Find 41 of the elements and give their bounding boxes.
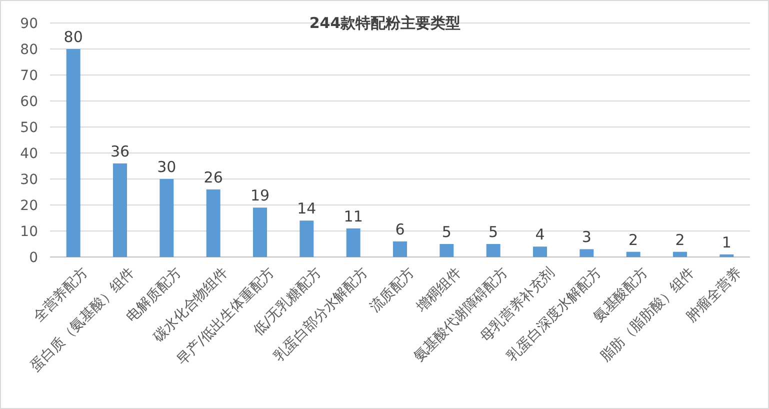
y-tick-label: 0 [29, 250, 38, 266]
bar [393, 241, 407, 257]
data-label: 4 [535, 226, 545, 244]
data-label: 30 [157, 158, 176, 176]
bar [580, 249, 594, 257]
data-label: 5 [442, 223, 452, 241]
bar [486, 244, 500, 257]
bar [253, 208, 267, 257]
data-label: 36 [110, 142, 130, 160]
y-tick-label: 40 [20, 146, 38, 162]
y-tick-label: 90 [20, 16, 38, 32]
data-label: 19 [250, 186, 270, 205]
data-label: 80 [64, 28, 83, 46]
y-tick-label: 30 [20, 172, 38, 188]
data-label: 2 [628, 230, 638, 249]
bar [113, 163, 127, 257]
data-label: 11 [344, 207, 363, 226]
bar [720, 254, 734, 257]
bar [206, 189, 220, 257]
data-label: 14 [297, 200, 316, 218]
bar [440, 244, 454, 257]
bar [300, 220, 314, 257]
data-label: 2 [675, 230, 685, 249]
bar [346, 228, 360, 257]
data-label: 5 [488, 223, 498, 241]
y-tick-label: 70 [20, 68, 38, 84]
bar [66, 49, 80, 257]
chart-title: 244款特配粉主要类型 [309, 14, 461, 32]
data-label: 1 [722, 233, 732, 252]
y-tick-label: 60 [20, 94, 38, 110]
y-tick-label: 10 [20, 224, 38, 240]
y-tick-label: 50 [20, 120, 38, 136]
data-label: 26 [204, 168, 223, 186]
bar [673, 252, 687, 257]
bar [160, 179, 174, 257]
bar [626, 252, 640, 257]
bar [533, 246, 547, 257]
y-tick-label: 20 [20, 198, 38, 214]
data-label: 3 [582, 228, 592, 246]
data-label: 6 [395, 220, 405, 238]
y-tick-label: 80 [20, 42, 38, 58]
